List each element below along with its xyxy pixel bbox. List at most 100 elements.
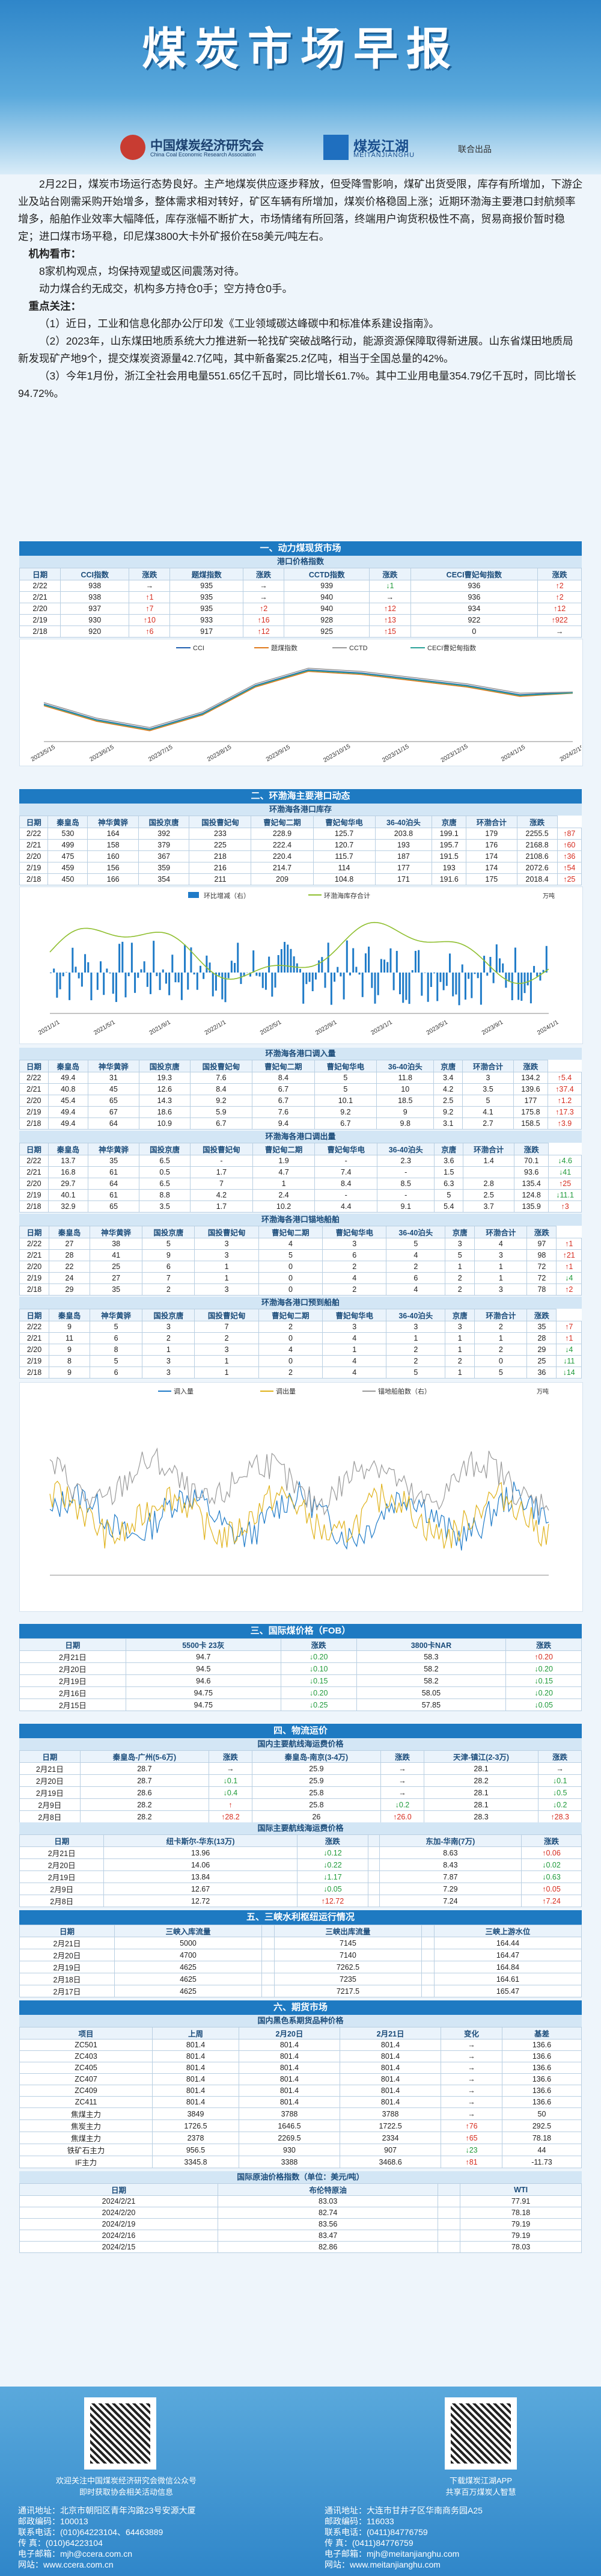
footer-left-email: 电子邮箱：mjh@ccera.com.cn [18, 2549, 133, 2559]
footer: 欢迎关注中国煤炭经济研究会微信公众号 即时获取协会相关活动信息 下载煤炭江湖AP… [0, 2387, 601, 2576]
bar-mark [442, 973, 445, 991]
bar-mark [477, 973, 479, 979]
table-cell: 214.7 [251, 862, 314, 874]
table-cell: 3 [142, 1355, 195, 1367]
table-cell: 94.6 [125, 1674, 281, 1687]
legend-swatch [188, 892, 199, 898]
table-cell: 164.84 [433, 1961, 582, 1973]
x-tick-label: 2021/1/1 [37, 1019, 61, 1036]
x-tick-label: 2022/9/1 [314, 1019, 338, 1036]
table-cell: 1 [445, 1344, 475, 1356]
table-cell: 12.67 [103, 1883, 297, 1895]
table-cell: 焦炭主力 [19, 2120, 153, 2132]
table-cell: ↓0.12 [296, 1846, 369, 1859]
x-tick-label: 2023/11/15 [381, 743, 410, 764]
table-cell: 28.1 [423, 1786, 539, 1799]
table-cell: 801.4 [152, 2073, 239, 2085]
table-cell: 125.7 [313, 828, 376, 840]
bar-mark [343, 973, 345, 1000]
table-cell: 58.2 [356, 1674, 507, 1687]
bar-mark [483, 956, 486, 973]
table-cell: → [441, 2085, 502, 2097]
table-cell: 2024/2/15 [19, 2241, 218, 2253]
intro-paragraph: （2）2023年，山东煤田地质系统大力推进新一轮找矿突破战略行动，能源资源保障取… [18, 335, 573, 364]
table-row: ZC405 801.4 801.4 801.4 → 136.6 [19, 2062, 582, 2074]
table-header-cell: 日期 [19, 1060, 49, 1072]
bar-mark [112, 973, 114, 994]
table-cell: 937 [60, 603, 130, 615]
table-cell: 7.24 [379, 1895, 522, 1907]
table-cell: 164.44 [433, 1937, 582, 1949]
bar-mark [212, 973, 214, 997]
table-cell: 4 [322, 1332, 387, 1344]
table-cell: 2/20 [19, 603, 61, 615]
bar-mark [177, 973, 180, 983]
table-cell: ↓0.25 [280, 1698, 357, 1711]
subsection-title: 环渤海各港口锚地船舶 [19, 1214, 582, 1226]
bar-mark [445, 973, 448, 986]
series-line-2 [43, 668, 573, 728]
table-cell: ↑2 [556, 1283, 582, 1296]
table-cell: 78.03 [460, 2241, 582, 2253]
legend-label: 调出量 [276, 1387, 296, 1395]
table-cell: 5 [314, 1072, 377, 1084]
table-cell: 8.5 [377, 1178, 435, 1190]
bar-mark [271, 973, 273, 997]
table-header-cell: 题煤指数 [169, 568, 243, 580]
bar-mark [358, 973, 361, 975]
table-cell: 475 [47, 850, 88, 862]
table-row: 2/18 9 6 3 1 2 4 5 1 5 36 ↓14 [19, 1366, 582, 1379]
bar-mark [405, 973, 407, 1000]
footer-right-zip: 邮政编码：116033 [325, 2516, 394, 2526]
table-cell: 115.7 [313, 850, 376, 862]
table-header-row: 项目 上周 2月20日 2月21日 变化 基差 [19, 2027, 582, 2040]
bar-mark [187, 973, 189, 990]
table-header-cell: 纽卡斯尔-华东(13万) [103, 1834, 297, 1847]
table-header-cell: 神华黄骅 [90, 1309, 143, 1321]
table-row: 2024/2/20 82.74 78.18 [19, 2207, 582, 2219]
table-cell: 2.7 [462, 1117, 514, 1130]
table-cell: 3388 [238, 2156, 341, 2168]
table-header-cell: 京唐 [445, 1309, 475, 1321]
bar-mark [168, 973, 171, 995]
table-cell: 3 [445, 1238, 475, 1250]
table-cell: 28.7 [79, 1762, 210, 1775]
table-cell: 24 [48, 1272, 91, 1284]
table-cell: 4625 [114, 1961, 263, 1973]
footer-right-website: 网站：www.meitanjianghu.com [325, 2560, 441, 2569]
table-row: 2月18日 4625 7235 164.61 [19, 1973, 582, 1985]
table-cell: ↑76 [441, 2120, 502, 2132]
table-cell: → [441, 2039, 502, 2051]
series-line-1 [49, 1480, 549, 1549]
table-cell: 58.2 [356, 1662, 507, 1675]
table-row: 2月20日 14.06 ↓0.22 8.43 ↓0.02 [19, 1858, 582, 1871]
bar-mark [455, 973, 457, 995]
table-cell: 4625 [114, 1985, 263, 1997]
table-cell: ↑12.72 [296, 1895, 369, 1907]
table-cell: ↑7.24 [521, 1895, 582, 1907]
table-header-row: 日期 秦皇岛 神华黄骅 国投京唐 国投曹妃甸 曹妃甸二期 曹妃甸华电 36-40泊头 京唐 环渤合… [19, 1060, 582, 1072]
table-cell: 2 [445, 1272, 475, 1284]
table-cell: 935 [169, 580, 243, 592]
table-cell: 35 [90, 1283, 143, 1296]
table-cell: 8.4 [252, 1072, 315, 1084]
table-cell: ↑1 [556, 1238, 582, 1250]
table-cell: 1 [474, 1332, 528, 1344]
bar-mark [134, 973, 136, 993]
table-header-cell: 日期 [19, 2183, 218, 2196]
table-cell: 5 [474, 1366, 528, 1379]
table-cell: 1 [252, 1178, 316, 1190]
table-cell [421, 1937, 435, 1949]
intro-paragraph: 动力煤合约无成交，机构多方持仓0手；空方持仓0手。 [39, 283, 293, 295]
table-row: 2月16日 94.75 ↓0.20 58.05 ↓0.20 [19, 1686, 582, 1699]
table-cell: 7235 [273, 1973, 422, 1985]
table-header-row: 日期 秦皇岛 神华黄骅 国投京唐 国投曹妃甸 曹妃甸二期 曹妃甸华电 36-40泊头 京唐 环渤合… [19, 816, 582, 828]
table-cell: 13.84 [103, 1871, 297, 1883]
table-cell: 3345.8 [152, 2156, 239, 2168]
bar-mark [240, 973, 242, 985]
table-cell: 8.43 [379, 1858, 522, 1871]
table-cell: 2/19 [19, 1106, 49, 1118]
table-cell: 2/21 [19, 1332, 49, 1344]
table-cell: 956.5 [152, 2144, 239, 2156]
table-header-cell: 日期 [19, 1925, 115, 1937]
